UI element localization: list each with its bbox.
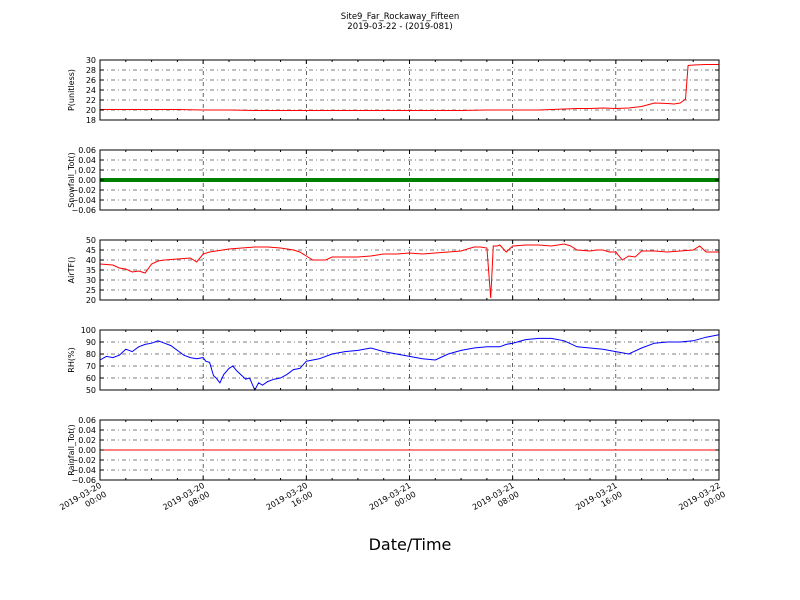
y-tick-label: −0.06 [71,476,96,485]
x-tick-label: 2019-03-2200:00 [677,481,727,521]
series-line-1 [100,64,719,111]
y-tick-label: 50 [86,236,96,245]
y-tick-label: 40 [86,256,96,265]
x-tick-label: 2019-03-2016:00 [265,481,315,521]
y-tick-label: 45 [86,246,96,255]
x-tick-label: 2019-03-2008:00 [161,481,211,521]
y-tick-label: 18 [86,116,96,125]
y-axis-label: RH(%) [67,347,76,372]
subplot-5: −0.06−0.04−0.020.000.020.040.06Rainfall_… [67,416,720,485]
y-tick-label: 20 [86,106,96,115]
subplot-panels: 18202224262830P(unitless)−0.06−0.04−0.02… [58,56,727,521]
x-tick-label: 2019-03-2116:00 [574,481,624,521]
x-tick-label: 2019-03-2108:00 [471,481,521,521]
y-tick-label: 0.00 [78,446,96,455]
y-tick-label: 70 [86,362,96,371]
subplot-2: −0.06−0.04−0.020.000.020.040.06Snowfall_… [67,146,720,215]
y-tick-label: 0.06 [78,416,96,425]
y-tick-label: 0.00 [78,176,96,185]
y-axis-label: P(unitless) [67,69,76,111]
y-tick-label: 0.02 [78,436,96,445]
y-tick-label: −0.02 [71,186,96,195]
y-tick-label: 20 [86,296,96,305]
y-tick-label: 60 [86,374,96,383]
y-tick-label: 0.04 [78,156,96,165]
y-tick-label: 50 [86,386,96,395]
y-axis-label: Snowfall_Tot() [67,152,76,208]
chart-title-line2: 2019-03-22 - (2019-081) [347,22,452,32]
y-tick-label: 22 [86,96,96,105]
y-tick-label: 35 [86,266,96,275]
series-line-4 [99,334,720,392]
subplot-4: 50 60 70 80 90 100 RH(%) [67,326,720,395]
y-tick-label: 80 [86,350,96,359]
y-tick-label: 0.02 [78,166,96,175]
y-tick-label: −0.02 [71,456,96,465]
x-axis-label: Date/Time [369,535,452,554]
y-tick-label: −0.04 [71,466,96,475]
y-tick-label: 30 [86,276,96,285]
series-line-3 [99,243,719,299]
y-axis-label: Rainfall_Tot() [67,424,76,476]
y-tick-label: 25 [86,286,96,295]
x-tick-label: 2019-03-2100:00 [368,481,418,521]
y-tick-label: 28 [86,66,96,75]
x-tick-label: 2019-03-2000:00 [58,481,108,521]
y-tick-label: 100 [81,326,96,335]
y-tick-label: −0.06 [71,206,96,215]
y-tick-label: −0.04 [71,196,96,205]
chart-title-line1: Site9_Far_Rockaway_Fifteen [341,12,460,22]
y-axis-label: AirTF() [67,257,76,284]
x-tick-labels: 2019-03-2000:00 2019-03-2008:00 2019-03-20… [58,481,727,521]
y-tick-label: 0.04 [78,426,96,435]
y-tick-label: 24 [86,86,96,95]
y-tick-label: 0.06 [78,146,96,155]
y-tick-label: 30 [86,56,96,65]
y-tick-label: 90 [86,338,96,347]
y-tick-label: 26 [86,76,96,85]
